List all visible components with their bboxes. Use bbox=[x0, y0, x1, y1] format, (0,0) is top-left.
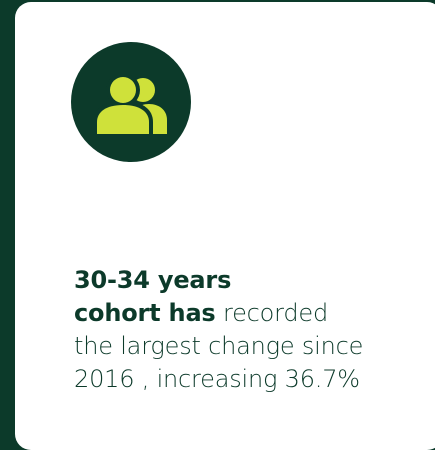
stat-card: 30-34 years cohort has recorded the larg… bbox=[15, 2, 435, 450]
stat-text-recorded: recorded bbox=[215, 299, 329, 327]
stat-highlight-line2: cohort has bbox=[74, 299, 216, 327]
icon-badge bbox=[71, 42, 191, 162]
stat-highlight-line1: 30-34 years bbox=[74, 266, 232, 294]
users-icon bbox=[93, 73, 167, 138]
stat-text-line4: 2016 , increasing 36.7% bbox=[74, 365, 360, 393]
stat-text-line3: the largest change since bbox=[74, 332, 364, 360]
stat-description: 30-34 years cohort has recorded the larg… bbox=[74, 264, 434, 396]
